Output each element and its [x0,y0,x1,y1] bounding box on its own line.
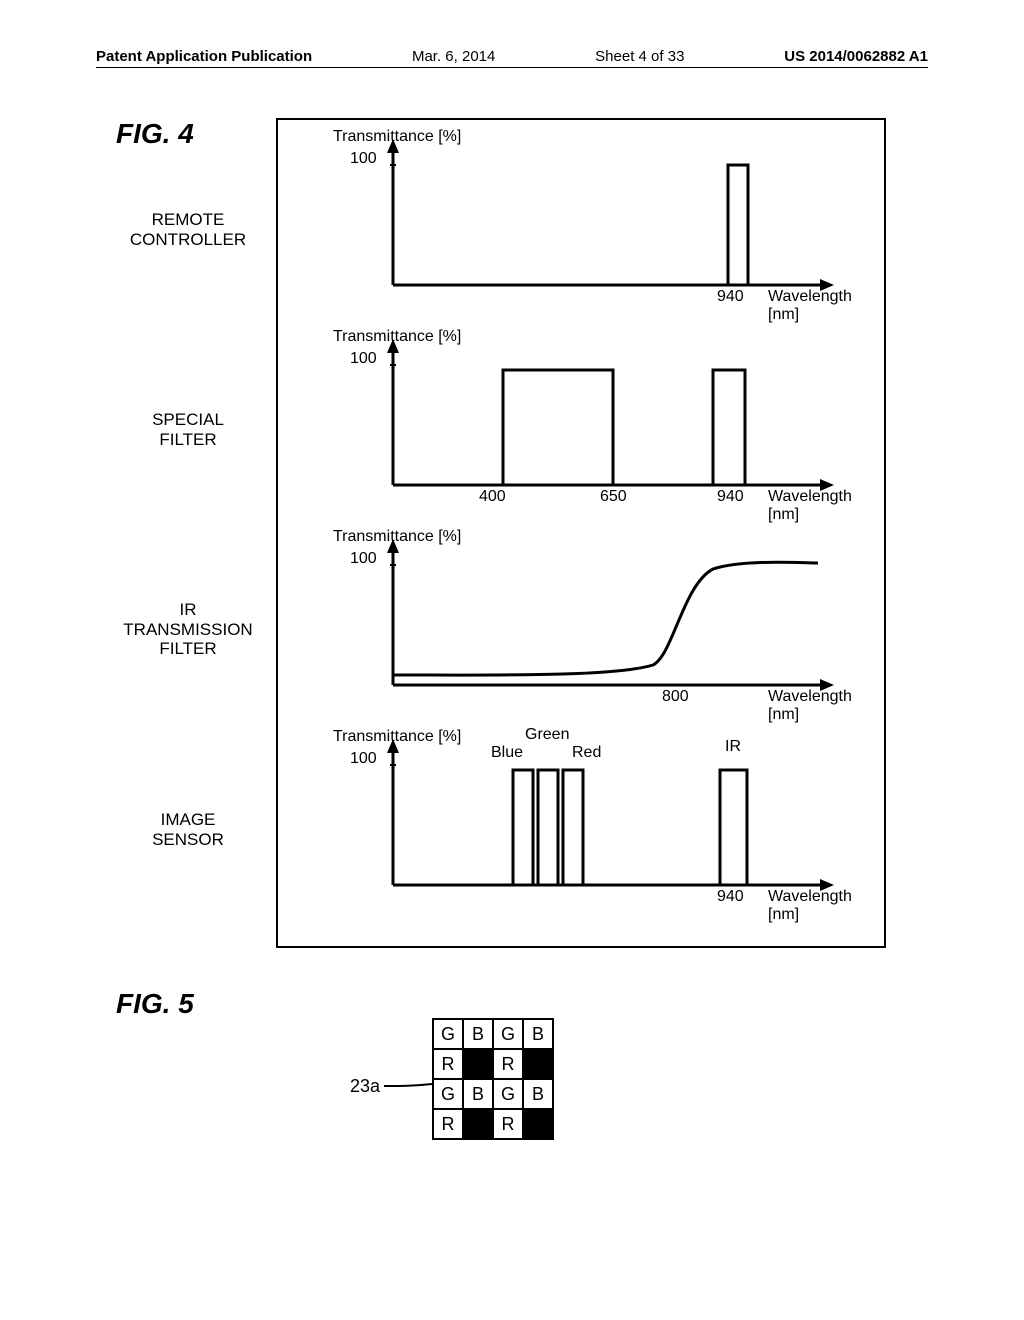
cell-3-3-ir [523,1109,553,1139]
panel-label-remote: REMOTECONTROLLER [108,210,268,249]
fig5-title: FIG. 5 [116,988,928,1020]
panel-label-ir: IRTRANSMISSIONFILTER [108,600,268,659]
chart-svg-2 [373,335,873,510]
cell-2-0: G [433,1079,463,1109]
cell-0-3: B [523,1019,553,1049]
tick-650-2: 650 [600,488,627,506]
xlab-2: Wavelength [nm] [768,488,884,524]
header-date: Mar. 6, 2014 [412,48,495,65]
mark-red: Red [572,744,601,762]
tick-400-2: 400 [479,488,506,506]
panel-image-sensor: IMAGESENSOR Transmittance [%] 100 Blue G… [278,730,884,930]
xlab-3: Wavelength [nm] [768,688,884,724]
ref-23a-leader [384,1078,434,1098]
xlab-4: Wavelength [nm] [768,888,884,924]
figure-5: FIG. 5 23a G B G B R R G B G B [96,988,928,1020]
cell-2-3: B [523,1079,553,1109]
panel-label-sensor: IMAGESENSOR [108,810,268,849]
panel-special-filter: SPECIALFILTER Transmittance [%] 100 400 … [278,330,884,530]
cell-1-3-ir [523,1049,553,1079]
tick-940-2: 940 [717,488,744,506]
tick-940-4: 940 [717,888,744,906]
panel-label-special: SPECIALFILTER [108,410,268,449]
figure-4: FIG. 4 REMOTECONTROLLER Transmittance [%… [96,118,928,150]
cell-3-0: R [433,1109,463,1139]
header-publication: Patent Application Publication [96,48,312,65]
tick-800-3: 800 [662,688,689,706]
mark-ir: IR [725,738,741,756]
cell-3-1-ir [463,1109,493,1139]
chart-svg-4 [373,735,873,910]
header-sheet: Sheet 4 of 33 [595,48,684,65]
tick-940-1: 940 [717,288,744,306]
cell-1-2: R [493,1049,523,1079]
chart-svg-1 [373,135,873,310]
cell-1-0: R [433,1049,463,1079]
panel-ir-transmission: IRTRANSMISSIONFILTER Transmittance [%] 1… [278,530,884,730]
page-header: Patent Application Publication Mar. 6, 2… [96,48,928,68]
cell-2-2: G [493,1079,523,1109]
fig5-color-filter-grid: G B G B R R G B G B R R [432,1018,554,1140]
header-pubno: US 2014/0062882 A1 [784,48,928,65]
mark-green: Green [525,726,569,744]
chart-svg-3 [373,535,873,710]
cell-2-1: B [463,1079,493,1109]
cell-1-1-ir [463,1049,493,1079]
cell-3-2: R [493,1109,523,1139]
fig4-chart-box: REMOTECONTROLLER Transmittance [%] 100 9… [276,118,886,948]
ref-23a-label: 23a [350,1076,380,1097]
cell-0-2: G [493,1019,523,1049]
xlab-1: Wavelength [nm] [768,288,884,324]
cell-0-1: B [463,1019,493,1049]
cell-0-0: G [433,1019,463,1049]
mark-blue: Blue [491,744,523,762]
panel-remote-controller: REMOTECONTROLLER Transmittance [%] 100 9… [278,130,884,330]
